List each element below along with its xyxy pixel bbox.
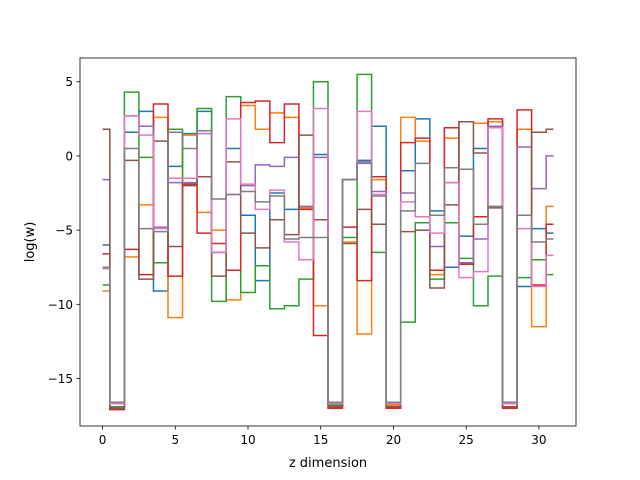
x-axis-ticks: 0 5 10 15 20 25 30 bbox=[99, 426, 547, 447]
y-axis-ticks: −15 −10 −5 0 5 bbox=[48, 75, 80, 386]
x-tick-label: 0 bbox=[99, 433, 107, 447]
y-tick-label: −10 bbox=[48, 298, 73, 312]
y-axis-label: log(w) bbox=[23, 222, 38, 263]
axes-frame bbox=[79, 57, 577, 427]
y-tick-label: −15 bbox=[48, 372, 73, 386]
x-tick-label: 5 bbox=[171, 433, 179, 447]
x-tick-label: 15 bbox=[313, 433, 328, 447]
x-tick-label: 20 bbox=[386, 433, 401, 447]
x-tick-label: 10 bbox=[240, 433, 255, 447]
y-tick-label: −5 bbox=[55, 224, 73, 238]
x-tick-label: 30 bbox=[531, 433, 546, 447]
series-layer bbox=[102, 73, 554, 411]
x-axis-label: z dimension bbox=[289, 456, 367, 471]
series-line-6 bbox=[102, 107, 554, 405]
y-tick-label: 5 bbox=[65, 75, 73, 89]
series-line-7 bbox=[102, 129, 554, 404]
y-tick-label: 0 bbox=[65, 149, 73, 163]
x-tick-label: 25 bbox=[459, 433, 474, 447]
